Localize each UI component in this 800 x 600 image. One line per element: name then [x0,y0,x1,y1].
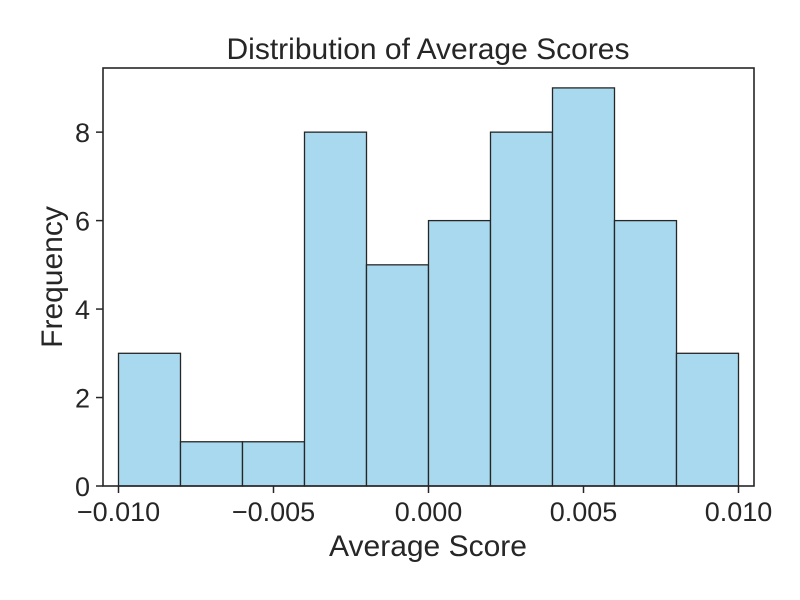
x-tick-label: −0.005 [232,497,315,527]
x-axis-label: Average Score [329,530,527,563]
histogram-bar [551,87,616,487]
histogram-bar [427,219,492,487]
histogram-bar [675,352,740,487]
histogram-bar [365,264,430,487]
y-tick-label: 4 [75,295,90,325]
histogram-bar [117,352,182,487]
histogram-bar [489,131,554,487]
y-tick-label: 0 [75,472,90,502]
x-tick-label: 0.000 [395,497,463,527]
y-tick-label: 6 [75,207,90,237]
axes-frame [102,67,755,487]
ticks-layer: −0.010 −0.005 0.000 0.005 0.010 0 2 4 6 8 [75,118,772,527]
y-tick-label: 2 [75,384,90,414]
histogram-bar [241,441,306,487]
x-tick-label: −0.010 [77,497,160,527]
x-tick-label: 0.010 [705,497,773,527]
histogram-bar [303,131,368,487]
x-tick-label: 0.005 [550,497,618,527]
y-tick-label: 8 [75,118,90,148]
histogram-bar [613,219,678,487]
bars-layer [117,87,740,487]
y-axis-label: Frequency [36,206,69,348]
histogram-bar [179,441,244,487]
chart-title: Distribution of Average Scores [227,33,630,66]
